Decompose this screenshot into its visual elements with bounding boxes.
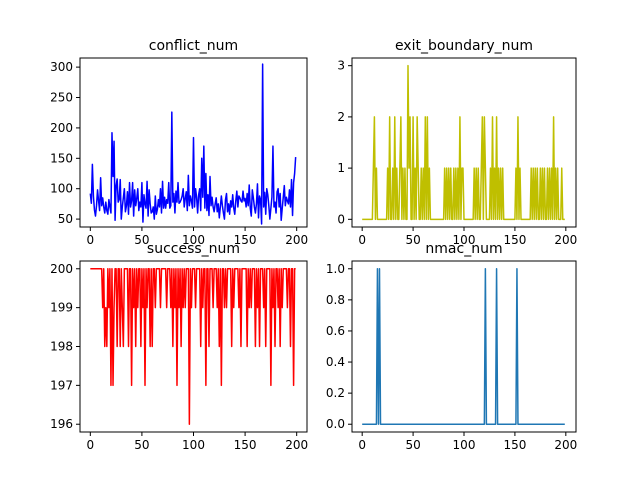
exit-boundary-chart: 0 50 100 150 200 0 1 2 3 exit_boundary_num (337, 38, 577, 247)
y-tick-label: 1.0 (326, 262, 345, 276)
conflict-series-line (89, 63, 297, 225)
y-tick-label: 196 (50, 417, 73, 431)
x-tick-label: 100 (453, 438, 476, 452)
x-tick-label: 0 (358, 233, 366, 247)
success-chart: 0 50 100 150 200 196 197 198 199 200 success_num (50, 241, 308, 452)
success-series-line (90, 268, 296, 425)
x-tick-label: 50 (405, 233, 420, 247)
y-tick-label: 198 (50, 340, 73, 354)
y-tick-label: 50 (58, 212, 73, 226)
y-tick-label: 200 (50, 262, 73, 276)
nmac-chart-title: nmac_num (425, 241, 502, 257)
y-tick-label: 250 (50, 91, 73, 105)
success-chart-title: success_num (147, 241, 240, 257)
y-tick-label: 0.6 (326, 324, 345, 338)
y-tick-label: 0.4 (326, 355, 345, 369)
nmac-chart: 0 50 100 150 200 0.0 0.2 0.4 0.6 0.8 1.0 nmac_num (326, 241, 577, 452)
x-tick-label: 0 (358, 438, 366, 452)
y-tick-label: 200 (50, 121, 73, 135)
exit-boundary-chart-title: exit_boundary_num (395, 38, 533, 54)
y-tick-label: 0.8 (326, 293, 345, 307)
conflict-chart-title: conflict_num (149, 38, 238, 54)
x-tick-label: 200 (554, 438, 577, 452)
y-tick-label: 197 (50, 378, 73, 392)
y-tick-label: 0.0 (326, 417, 345, 431)
x-tick-label: 100 (453, 233, 476, 247)
y-tick-label: 0 (337, 212, 345, 226)
y-tick-label: 3 (337, 59, 345, 73)
x-tick-label: 150 (503, 233, 526, 247)
y-tick-label: 150 (50, 151, 73, 165)
x-tick-label: 200 (285, 233, 308, 247)
x-tick-label: 200 (285, 438, 308, 452)
x-tick-label: 50 (134, 233, 149, 247)
y-tick-label: 100 (50, 182, 73, 196)
y-tick-label: 1 (337, 161, 345, 175)
exit-boundary-series-line (362, 64, 565, 221)
x-tick-label: 100 (182, 438, 205, 452)
x-tick-label: 0 (86, 233, 94, 247)
y-tick-label: 199 (50, 301, 73, 315)
conflict-chart: 0 50 100 150 200 50 100 150 200 250 300 conflict_nu… (50, 38, 308, 247)
x-tick-label: 50 (134, 438, 149, 452)
x-tick-label: 100 (182, 233, 205, 247)
x-tick-label: 0 (86, 438, 94, 452)
nmac-series-line (362, 268, 565, 425)
x-tick-label: 150 (503, 438, 526, 452)
x-tick-label: 150 (234, 233, 257, 247)
x-tick-label: 50 (405, 438, 420, 452)
y-tick-label: 2 (337, 110, 345, 124)
y-tick-label: 0.2 (326, 386, 345, 400)
nmac-axes-frame (351, 260, 577, 433)
y-tick-label: 300 (50, 60, 73, 74)
x-tick-label: 150 (234, 438, 257, 452)
x-tick-label: 200 (554, 233, 577, 247)
